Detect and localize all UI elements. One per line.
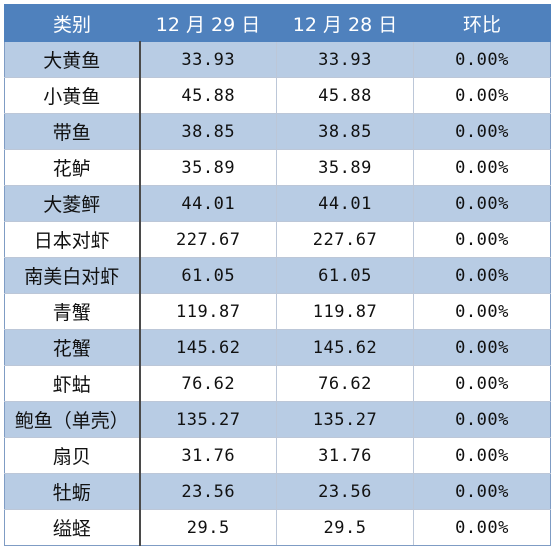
row-change: 0.00% [413,113,551,150]
row-change: 0.00% [413,329,551,366]
table-row: 花鲈 35.89 35.89 0.00% [4,149,551,186]
row-change: 0.00% [413,221,551,258]
header-dec-29: 12 月 29 日 [139,4,277,42]
row-category: 花鲈 [4,149,140,186]
row-change: 0.00% [413,77,551,114]
table-row: 南美白对虾 61.05 61.05 0.00% [4,257,551,294]
row-dec-29-price: 31.76 [138,437,277,474]
row-dec-28-price: 76.62 [276,365,414,402]
row-category: 虾蛄 [4,365,140,402]
table-body: 大黄鱼 33.93 33.93 0.00% 小黄鱼 45.88 45.88 0.… [4,41,551,546]
row-category: 大菱鲆 [4,185,140,222]
row-dec-29-price: 29.5 [138,509,277,546]
row-category: 青蟹 [4,293,140,330]
row-change: 0.00% [413,293,551,330]
row-dec-28-price: 35.89 [276,149,414,186]
row-dec-28-price: 61.05 [276,257,414,294]
row-change: 0.00% [413,473,551,510]
row-dec-28-price: 38.85 [276,113,414,150]
row-dec-28-price: 44.01 [276,185,414,222]
row-dec-28-price: 29.5 [276,509,414,546]
table-row: 鲍鱼（单壳） 135.27 135.27 0.00% [4,401,551,438]
row-category: 南美白对虾 [4,257,140,294]
table-row: 大黄鱼 33.93 33.93 0.00% [4,41,551,78]
row-dec-29-price: 33.93 [138,41,277,78]
row-category: 日本对虾 [4,221,140,258]
table-row: 缢蛏 29.5 29.5 0.00% [4,509,551,546]
row-dec-28-price: 45.88 [276,77,414,114]
row-change: 0.00% [413,509,551,546]
row-dec-29-price: 227.67 [138,221,277,258]
row-dec-29-price: 45.88 [138,77,277,114]
row-dec-29-price: 76.62 [138,365,277,402]
table-row: 日本对虾 227.67 227.67 0.00% [4,221,551,258]
table-row: 大菱鲆 44.01 44.01 0.00% [4,185,551,222]
row-category: 大黄鱼 [4,41,140,78]
row-dec-28-price: 31.76 [276,437,414,474]
row-change: 0.00% [413,185,551,222]
row-category: 小黄鱼 [4,77,140,114]
row-change: 0.00% [413,41,551,78]
row-change: 0.00% [413,401,551,438]
row-dec-28-price: 227.67 [276,221,414,258]
table-row: 花蟹 145.62 145.62 0.00% [4,329,551,366]
row-category: 牡蛎 [4,473,140,510]
seafood-price-table: 类别 12 月 29 日 12 月 28 日 环比 大黄鱼 33.93 33.9… [4,4,551,546]
row-dec-28-price: 23.56 [276,473,414,510]
table-header: 类别 12 月 29 日 12 月 28 日 环比 [4,4,551,42]
table-row: 牡蛎 23.56 23.56 0.00% [4,473,551,510]
row-dec-29-price: 35.89 [138,149,277,186]
table-row: 虾蛄 76.62 76.62 0.00% [4,365,551,402]
row-dec-29-price: 135.27 [138,401,277,438]
row-category: 带鱼 [4,113,140,150]
header-change: 环比 [413,4,551,42]
row-dec-29-price: 119.87 [138,293,277,330]
table-row: 青蟹 119.87 119.87 0.00% [4,293,551,330]
row-dec-29-price: 44.01 [138,185,277,222]
row-change: 0.00% [413,149,551,186]
row-dec-29-price: 23.56 [138,473,277,510]
row-category: 鲍鱼（单壳） [4,401,140,438]
row-dec-28-price: 145.62 [276,329,414,366]
row-change: 0.00% [413,257,551,294]
row-category: 花蟹 [4,329,140,366]
row-dec-29-price: 61.05 [138,257,277,294]
row-dec-29-price: 38.85 [138,113,277,150]
row-change: 0.00% [413,365,551,402]
header-category: 类别 [4,4,140,42]
row-change: 0.00% [413,437,551,474]
row-dec-28-price: 135.27 [276,401,414,438]
header-row: 类别 12 月 29 日 12 月 28 日 环比 [4,4,551,42]
row-category: 缢蛏 [4,509,140,546]
row-dec-29-price: 145.62 [138,329,277,366]
row-dec-28-price: 119.87 [276,293,414,330]
row-category: 扇贝 [4,437,140,474]
table-row: 小黄鱼 45.88 45.88 0.00% [4,77,551,114]
table-row: 带鱼 38.85 38.85 0.00% [4,113,551,150]
row-dec-28-price: 33.93 [276,41,414,78]
header-dec-28: 12 月 28 日 [276,4,414,42]
table-row: 扇贝 31.76 31.76 0.00% [4,437,551,474]
